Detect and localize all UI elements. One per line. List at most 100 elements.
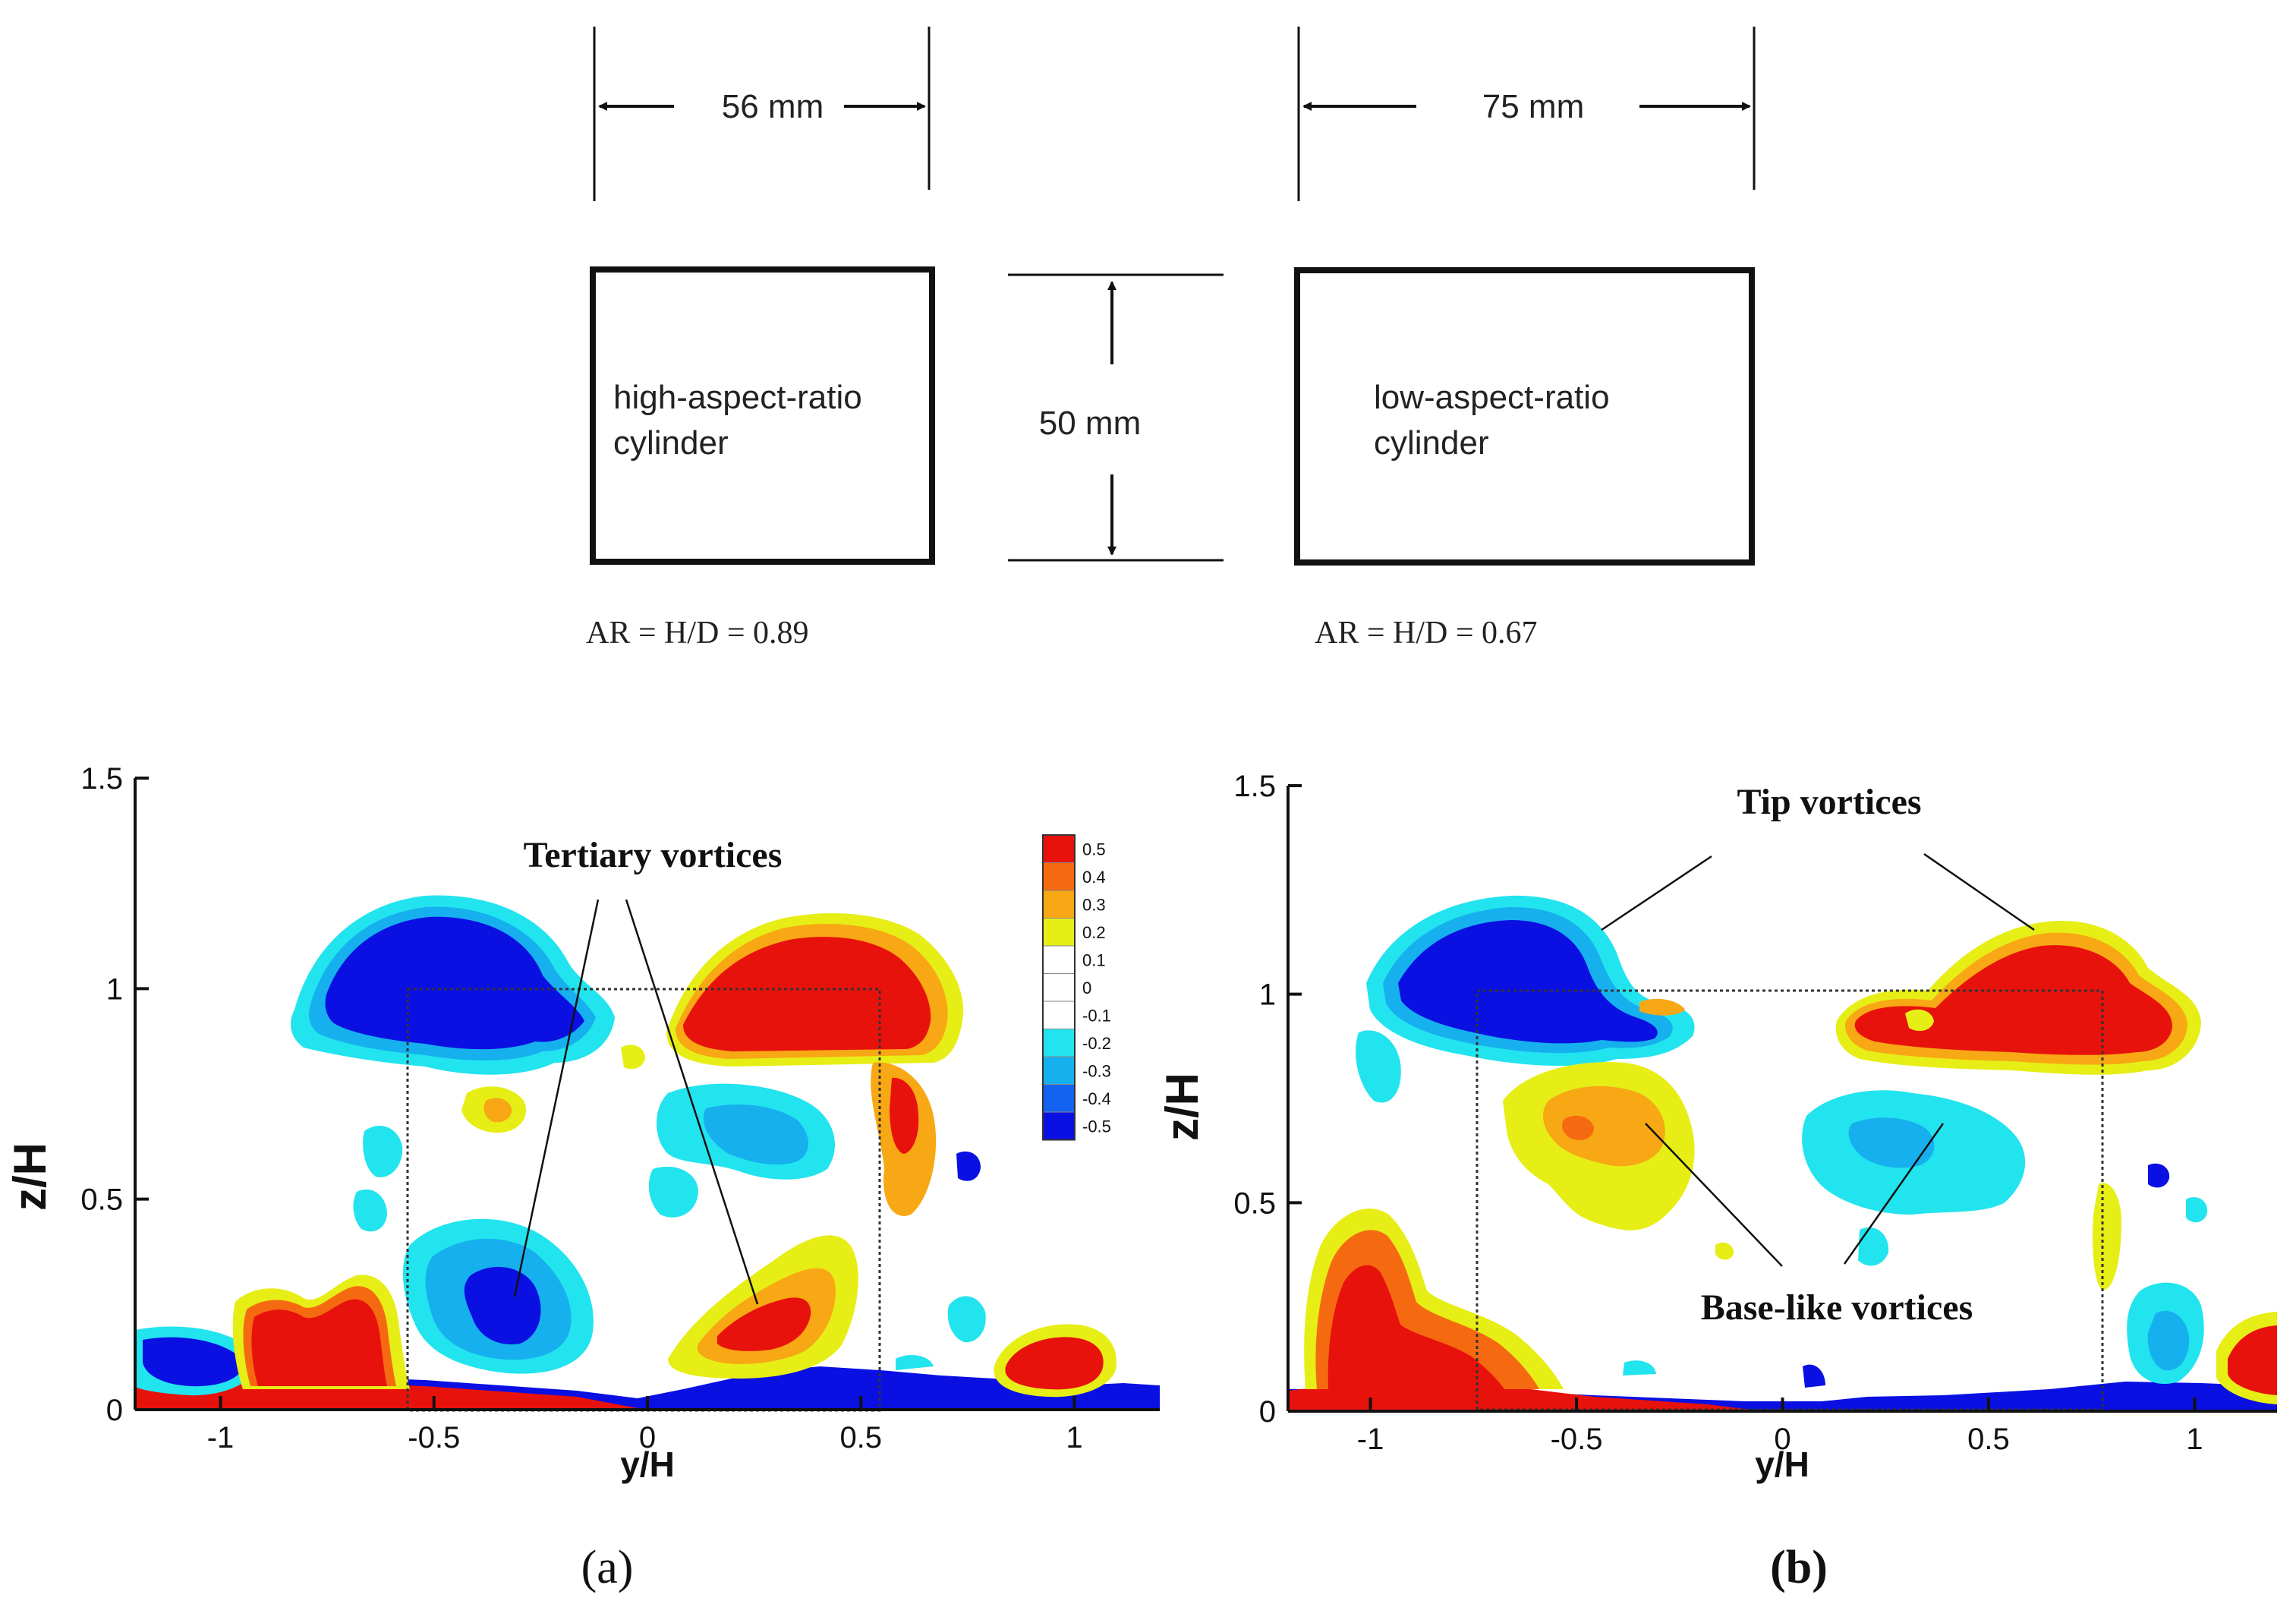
colorbar-level-label: 0.4 bbox=[1082, 868, 1106, 887]
x-tick-label: -1 bbox=[1357, 1423, 1384, 1456]
x-tick-label: 0 bbox=[639, 1421, 656, 1454]
y-tick-label: 1 bbox=[106, 972, 123, 1006]
high-ar-label: AR = H/D = 0.89 bbox=[586, 616, 809, 651]
x-tick-label: -0.5 bbox=[408, 1421, 460, 1454]
panel-b-label: (b) bbox=[1770, 1542, 1828, 1593]
high-ar-schematic: 56 mm high-aspect-ratio cylinder AR = H/… bbox=[586, 27, 935, 651]
y-tick-label: 0 bbox=[106, 1394, 123, 1427]
colorbar-level-label: -0.1 bbox=[1082, 1006, 1111, 1025]
colorbar-level-label: -0.3 bbox=[1082, 1061, 1111, 1080]
colorbar-level-label: 0.2 bbox=[1082, 923, 1106, 942]
contour-blob bbox=[1639, 998, 1685, 1016]
high-name-line2: cylinder bbox=[613, 424, 729, 462]
contour-blob bbox=[143, 1337, 244, 1387]
annotation-line bbox=[513, 899, 600, 1297]
colorbar-level-label: -0.4 bbox=[1082, 1089, 1111, 1108]
axis-ticks: -1 -0.5 0 0.5 1 0 0.5 1 1.5 bbox=[1233, 770, 2203, 1456]
low-width-label: 75 mm bbox=[1482, 88, 1584, 125]
contour-blob bbox=[621, 1045, 645, 1070]
annotation-tertiary-vortices: Tertiary vortices bbox=[524, 835, 783, 875]
x-tick-label: -0.5 bbox=[1551, 1423, 1603, 1456]
contour-blob bbox=[1803, 1364, 1825, 1388]
low-ar-label: AR = H/D = 0.67 bbox=[1315, 616, 1538, 651]
colorbar-swatch bbox=[1042, 1056, 1076, 1085]
contour-blob bbox=[353, 1189, 387, 1232]
contour-blob bbox=[1905, 1009, 1934, 1032]
annotation-line bbox=[1645, 1123, 1783, 1267]
contour-blob bbox=[683, 937, 931, 1051]
colorbar-swatch bbox=[1042, 890, 1076, 919]
high-name-line1: high-aspect-ratio bbox=[613, 379, 862, 416]
colorbar-level-label: 0.3 bbox=[1082, 895, 1106, 914]
colorbar-frame bbox=[1042, 834, 1076, 1141]
colorbar-level-label: -0.5 bbox=[1082, 1117, 1111, 1136]
contour-blob bbox=[1398, 920, 1658, 1044]
x-tick-label: 1 bbox=[2186, 1423, 2203, 1456]
panel-b: -1 -0.5 0 0.5 1 0 0.5 1 1.5 z/H y/H Tip vortices… bbox=[1157, 770, 2277, 1593]
contour-blob bbox=[2186, 1197, 2208, 1223]
y-tick-label: 0 bbox=[1259, 1395, 1276, 1429]
low-name-line1: low-aspect-ratio bbox=[1374, 379, 1610, 416]
y-axis-label: z/H bbox=[1157, 1073, 1208, 1141]
contour-blob bbox=[363, 1125, 403, 1177]
colorbar-swatch bbox=[1042, 973, 1076, 1002]
contour-blob bbox=[1543, 1086, 1665, 1167]
contour-field bbox=[1288, 895, 2277, 1410]
x-tick-label: 0 bbox=[1774, 1423, 1791, 1456]
y-tick-label: 0.5 bbox=[1233, 1186, 1276, 1220]
x-tick-label: 1 bbox=[1066, 1421, 1082, 1454]
contour-blob bbox=[483, 1098, 512, 1123]
panel-a: -1 -0.5 0 0.5 1 0 0.5 1 1.5 z/H y/H Tertiary vor… bbox=[5, 762, 1160, 1593]
colorbar-level-label: -0.2 bbox=[1082, 1034, 1111, 1053]
contour-blob bbox=[1356, 1030, 1401, 1103]
low-name-line2: cylinder bbox=[1374, 424, 1489, 462]
contour-blob bbox=[717, 1297, 811, 1351]
annotation-line bbox=[1601, 855, 1712, 931]
axis-ticks: -1 -0.5 0 0.5 1 0 0.5 1 1.5 bbox=[80, 762, 1082, 1454]
contour-blob bbox=[896, 1355, 934, 1370]
contour-blob bbox=[890, 1077, 919, 1154]
colorbar-swatch bbox=[1042, 1001, 1076, 1029]
low-ar-schematic: 75 mm low-aspect-ratio cylinder AR = H/D… bbox=[1294, 27, 1756, 651]
colorbar-swatch bbox=[1042, 834, 1076, 863]
contour-blob bbox=[703, 1105, 808, 1165]
x-tick-label: 0.5 bbox=[839, 1421, 882, 1454]
colorbar-swatch bbox=[1042, 945, 1076, 974]
annotation-tip-vortices: Tip vortices bbox=[1737, 782, 1921, 822]
colorbar-swatch bbox=[1042, 1111, 1076, 1140]
contour-blob bbox=[1854, 945, 2172, 1055]
contour-blob bbox=[2092, 1183, 2121, 1290]
contour-blob bbox=[1005, 1337, 1104, 1390]
contour-blob bbox=[648, 1166, 698, 1218]
high-width-label: 56 mm bbox=[722, 88, 824, 125]
y-tick-label: 1.5 bbox=[1233, 770, 1276, 803]
contour-blob bbox=[251, 1299, 387, 1386]
x-tick-label: 0.5 bbox=[1967, 1423, 2010, 1456]
annotation-base-like-vortices: Base-like vortices bbox=[1701, 1287, 1973, 1328]
colorbar-level-label: 0.1 bbox=[1082, 950, 1106, 969]
contour-blob bbox=[1562, 1115, 1594, 1140]
y-axis-label: z/H bbox=[5, 1142, 55, 1211]
contour-blob bbox=[2147, 1310, 2190, 1371]
colorbar-swatch bbox=[1042, 1029, 1076, 1057]
contour-blob bbox=[2148, 1163, 2170, 1188]
contour-blob bbox=[1328, 1265, 1504, 1389]
contour-blob bbox=[2228, 1325, 2277, 1395]
contour-blob bbox=[325, 916, 584, 1050]
y-tick-label: 1.5 bbox=[80, 762, 123, 796]
annotation-line bbox=[1923, 852, 2035, 931]
x-axis-label: y/H bbox=[1755, 1445, 1809, 1484]
contour-blob bbox=[1848, 1117, 1935, 1168]
colorbar-swatch bbox=[1042, 918, 1076, 947]
x-axis-label: y/H bbox=[620, 1445, 675, 1484]
contour-blob bbox=[1715, 1242, 1734, 1260]
y-tick-label: 1 bbox=[1259, 978, 1276, 1012]
schematic: 56 mm high-aspect-ratio cylinder AR = H/… bbox=[586, 27, 1756, 651]
height-label: 50 mm bbox=[1039, 405, 1141, 442]
annotation-line bbox=[625, 899, 759, 1305]
height-dimension: 50 mm bbox=[1008, 273, 1224, 562]
x-tick-label: -1 bbox=[207, 1421, 235, 1454]
colorbar-level-label: 0 bbox=[1082, 978, 1091, 997]
panel-a-label: (a) bbox=[581, 1542, 634, 1593]
